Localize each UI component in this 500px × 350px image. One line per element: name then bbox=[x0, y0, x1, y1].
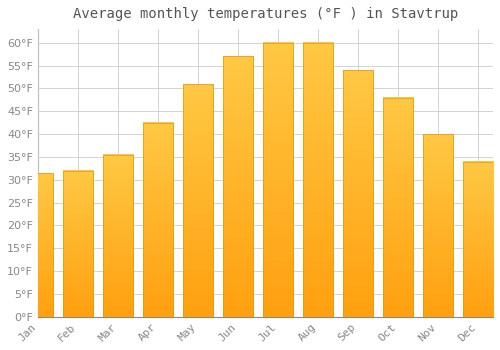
Bar bbox=[103, 155, 133, 317]
Bar bbox=[223, 56, 253, 317]
Bar bbox=[383, 98, 413, 317]
Bar bbox=[103, 155, 133, 317]
Bar bbox=[263, 43, 293, 317]
Title: Average monthly temperatures (°F ) in Stavtrup: Average monthly temperatures (°F ) in St… bbox=[73, 7, 458, 21]
Bar bbox=[263, 43, 293, 317]
Bar bbox=[63, 171, 93, 317]
Bar bbox=[183, 84, 213, 317]
Bar bbox=[383, 98, 413, 317]
Bar bbox=[183, 84, 213, 317]
Bar bbox=[23, 173, 53, 317]
Bar bbox=[63, 171, 93, 317]
Bar bbox=[23, 173, 53, 317]
Bar bbox=[303, 43, 333, 317]
Bar bbox=[463, 161, 493, 317]
Bar bbox=[423, 134, 453, 317]
Bar bbox=[303, 43, 333, 317]
Bar bbox=[143, 123, 173, 317]
Bar bbox=[423, 134, 453, 317]
Bar bbox=[223, 56, 253, 317]
Bar bbox=[143, 123, 173, 317]
Bar bbox=[343, 70, 373, 317]
Bar bbox=[463, 161, 493, 317]
Bar bbox=[343, 70, 373, 317]
